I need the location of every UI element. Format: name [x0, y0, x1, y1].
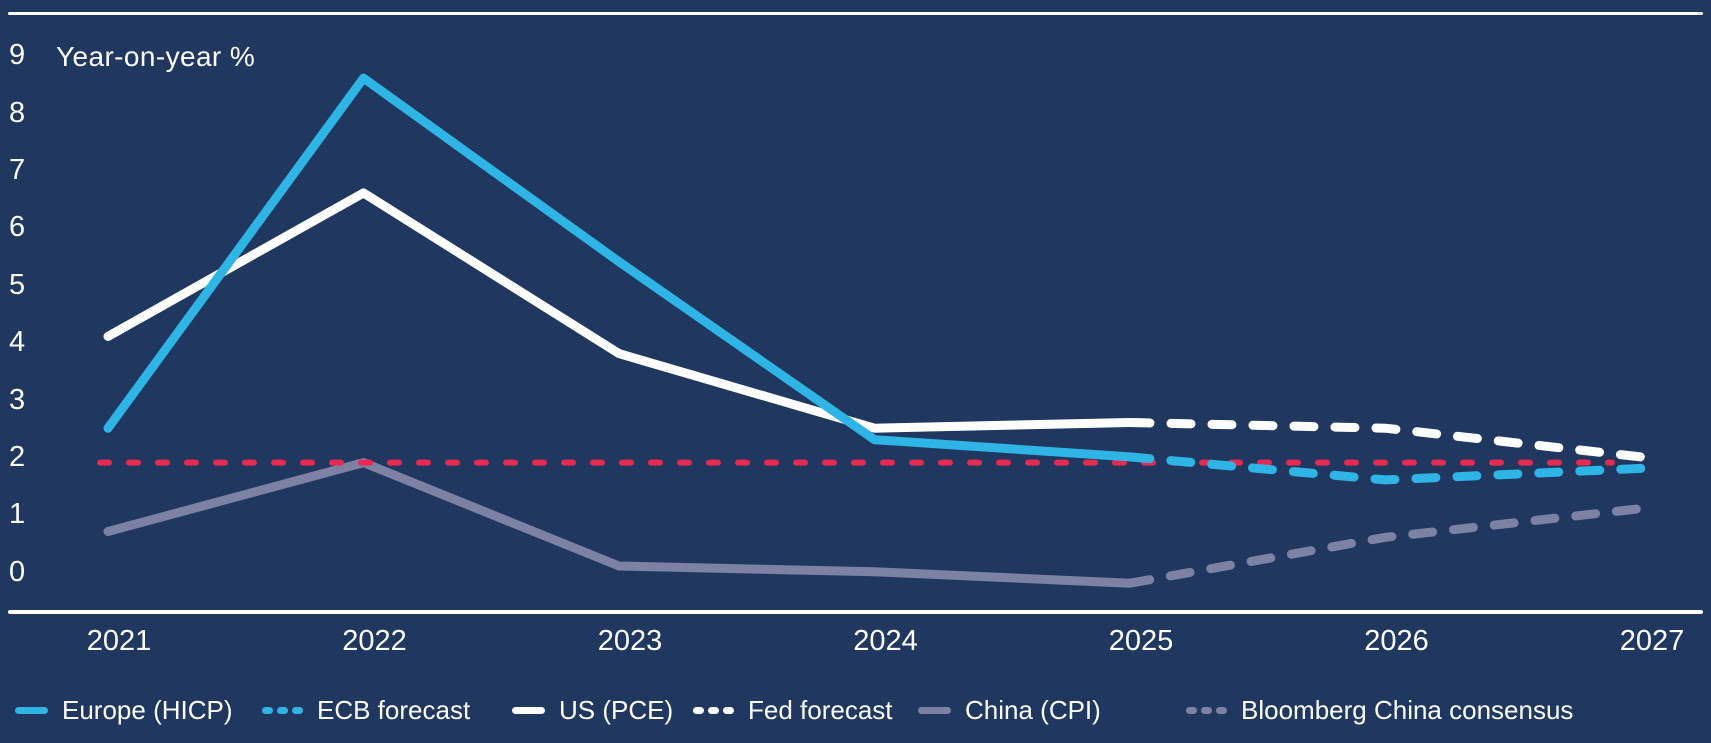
series-line-fed-forecast [1125, 418, 1646, 462]
legend-label-china-cpi: China (CPI) [965, 694, 1101, 725]
legend-label-ecb-forecast: ECB forecast [317, 694, 471, 725]
x-axis-label-2023: 2023 [597, 625, 663, 657]
legend-label-europe-hicp: Europe (HICP) [62, 694, 233, 725]
legend-swatch-bar [277, 706, 288, 714]
y-axis-tick-8: 8 [9, 96, 26, 129]
legend-swatch-bar [512, 706, 545, 714]
legend-swatch-china-cpi-solid-line-icon [918, 706, 951, 714]
y-axis-tick-1: 1 [9, 498, 26, 531]
legend-swatch-bar [292, 706, 303, 714]
x-axis-label-2025: 2025 [1108, 625, 1174, 657]
x-axis-label-2022: 2022 [342, 625, 407, 657]
series-line-us-pce [103, 188, 1135, 433]
legend-swatch-fed-forecast-dashed-line-icon [693, 706, 734, 714]
legend-label-us-pce: US (PCE) [559, 694, 674, 725]
top-border-line [8, 12, 1703, 15]
legend-item-us-pce: US (PCE) [512, 693, 673, 727]
legend-item-fed-forecast: Fed forecast [693, 693, 893, 727]
series-line-china-cpi [103, 458, 1135, 588]
legend-swatch-europe-hicp-solid-line-icon [15, 706, 48, 714]
y-axis-tick-7: 7 [9, 153, 26, 186]
y-axis-tick-6: 6 [9, 211, 26, 244]
legend-swatch-bar [1216, 706, 1227, 714]
y-axis-unit-label: Year-on-year % [56, 41, 256, 72]
y-axis-tick-0: 0 [9, 555, 26, 588]
x-axis-label-2021: 2021 [86, 625, 152, 657]
legend-swatch-us-pce-solid-line-icon [512, 706, 545, 714]
legend-swatch-bar [1201, 706, 1212, 714]
legend-swatch-bar [723, 706, 734, 714]
y-axis-tick-4: 4 [9, 326, 26, 359]
x-axis-line [8, 610, 1703, 614]
legend-swatch-bar [15, 706, 48, 714]
legend-item-bloomberg-china-consensus: Bloomberg China consensus [1186, 693, 1573, 727]
legend-swatch-bar [918, 706, 951, 714]
legend-item-europe-hicp: Europe (HICP) [15, 693, 233, 727]
legend-swatch-bar [708, 706, 719, 714]
legend-swatch-ecb-forecast-dashed-line-icon [262, 706, 303, 714]
y-axis-tick-5: 5 [9, 268, 26, 301]
x-axis-label-2024: 2024 [853, 625, 918, 657]
legend-swatch-bar [262, 706, 273, 714]
y-axis-tick-3: 3 [9, 383, 26, 416]
y-axis-tick-2: 2 [9, 440, 26, 473]
legend-item-china-cpi: China (CPI) [918, 693, 1101, 727]
x-axis-label-2027: 2027 [1619, 625, 1685, 657]
series-line-europe-hicp [103, 73, 1135, 462]
legend-swatch-bar [1186, 706, 1197, 714]
series-line-bloomberg-china-consensus [1125, 504, 1646, 588]
x-axis-label-2026: 2026 [1364, 625, 1429, 657]
series-line-ecb-forecast [1125, 452, 1646, 485]
legend-label-fed-forecast: Fed forecast [748, 694, 893, 725]
legend-swatch-bar [693, 706, 704, 714]
y-axis-tick-9: 9 [9, 39, 26, 72]
legend-item-ecb-forecast: ECB forecast [262, 693, 470, 727]
legend-label-bloomberg-china-consensus: Bloomberg China consensus [1241, 694, 1574, 725]
legend-swatch-bloomberg-china-consensus-dashed-line-icon [1186, 706, 1227, 714]
